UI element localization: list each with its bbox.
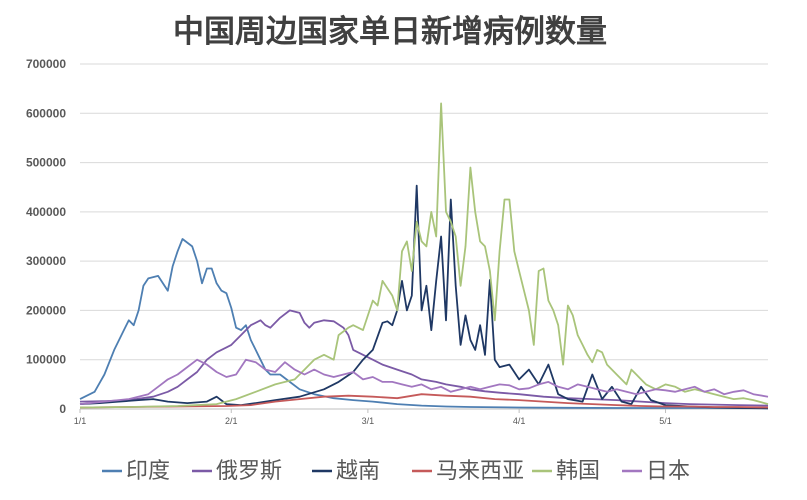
series-line-3: [79, 393, 769, 409]
series-line-1: [79, 309, 769, 407]
legend-label: 韩国: [556, 459, 600, 484]
x-tick-label: 5/1: [659, 416, 672, 426]
y-tick-label: 400000: [26, 205, 66, 219]
series-line-0: [79, 238, 769, 410]
legend-label: 越南: [336, 459, 380, 484]
series-line-5: [79, 358, 769, 405]
series-line-2: [79, 184, 769, 410]
y-tick-label: 0: [59, 402, 66, 416]
legend-label: 马来西亚: [436, 459, 524, 484]
series-line-4: [79, 102, 769, 409]
y-tick-label: 600000: [26, 106, 66, 120]
x-tick-label: 1/1: [74, 416, 87, 426]
x-tick-label: 3/1: [362, 416, 375, 426]
y-tick-label: 200000: [26, 303, 66, 317]
legend-label: 印度: [126, 459, 170, 484]
y-tick-label: 700000: [26, 57, 66, 71]
y-tick-label: 100000: [26, 353, 66, 367]
legend-label: 俄罗斯: [216, 459, 282, 484]
legend-label: 日本: [646, 459, 690, 484]
x-tick-label: 2/1: [225, 416, 238, 426]
x-tick-label: 4/1: [513, 416, 526, 426]
chart-title: 中国周边国家单日新增病例数量: [173, 14, 607, 50]
y-tick-label: 300000: [26, 254, 66, 268]
y-tick-label: 500000: [26, 156, 66, 170]
